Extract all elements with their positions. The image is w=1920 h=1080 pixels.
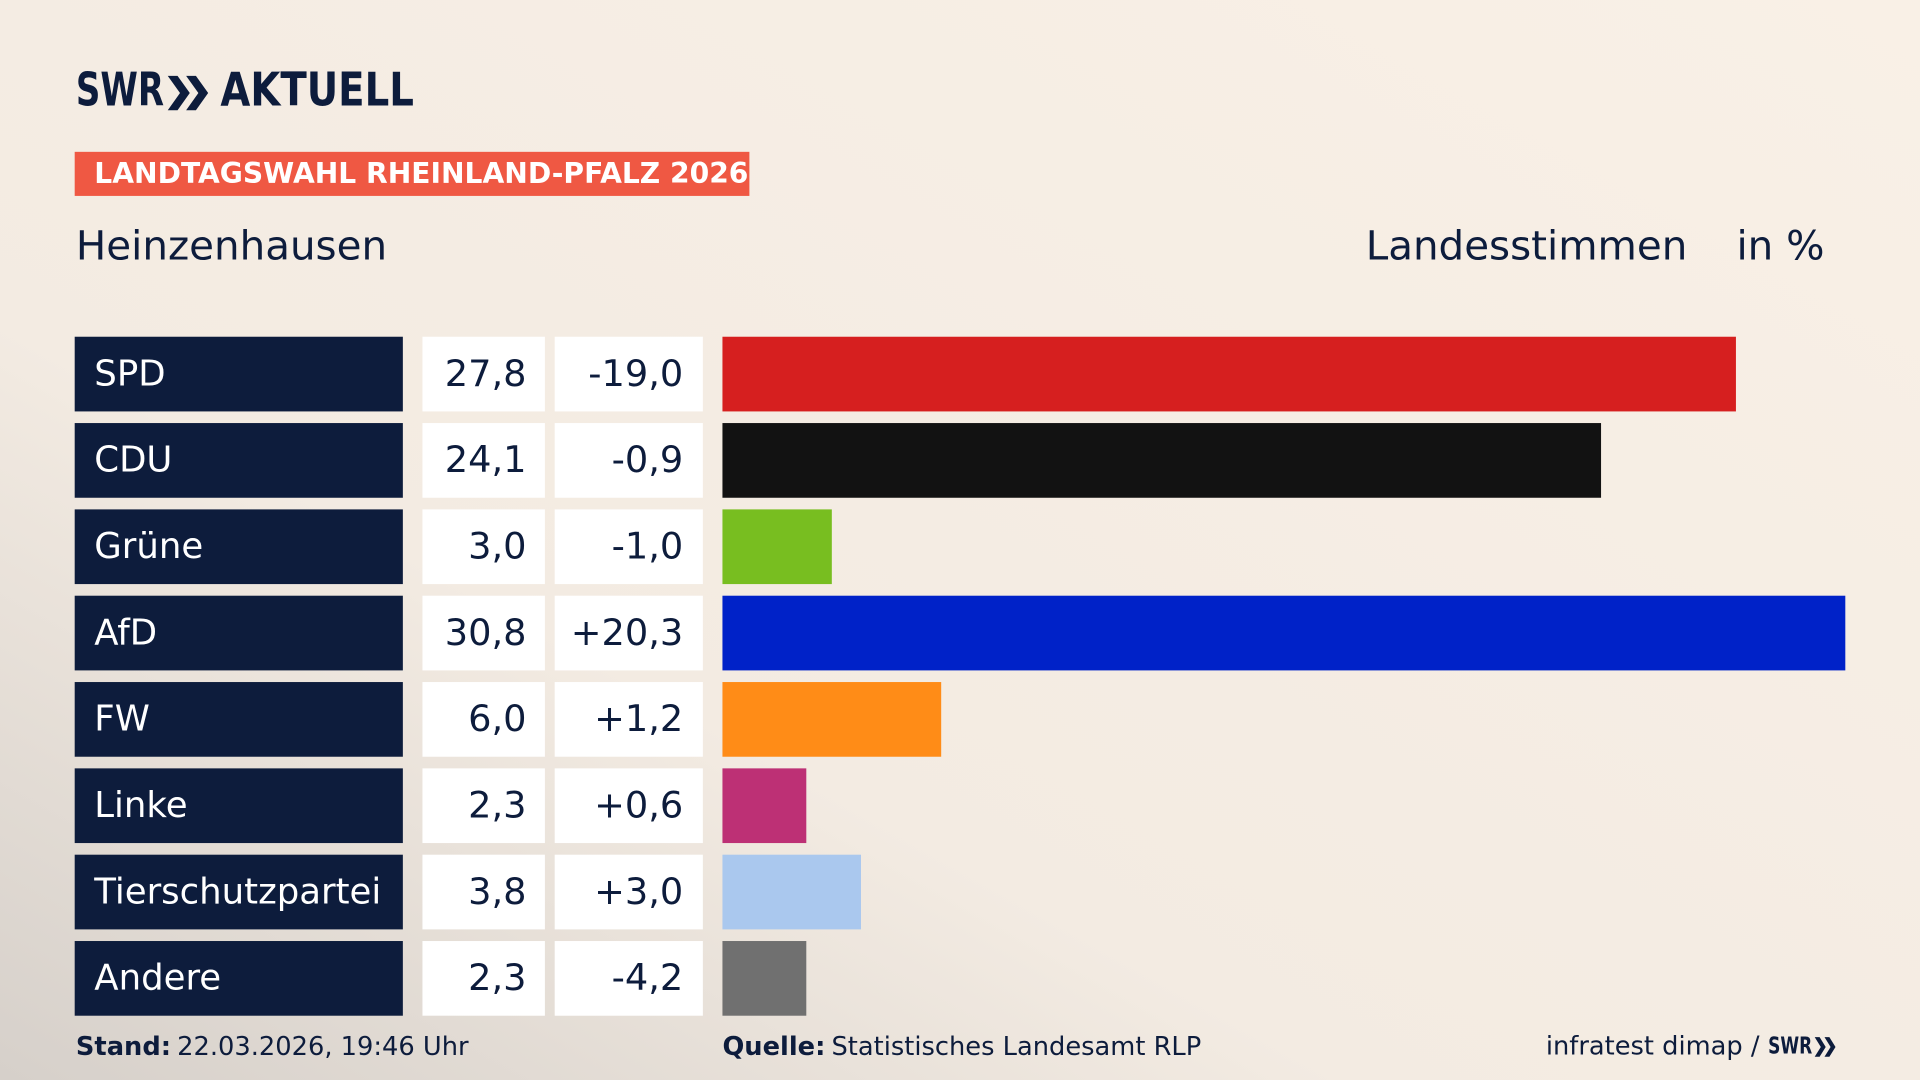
- change-label: -4,2: [612, 956, 684, 999]
- value-cell: [422, 768, 545, 844]
- name-cell: [74, 595, 403, 671]
- label: Stand:: [76, 1031, 171, 1061]
- bar: [722, 509, 832, 585]
- value-cell: [422, 336, 545, 412]
- badge-text: LANDTAGSWAHL RHEINLAND-PFALZ 2026: [94, 157, 748, 190]
- bar: [722, 595, 1846, 671]
- footer-brand: SWR: [1768, 1032, 1812, 1059]
- party-name: CDU: [94, 440, 172, 481]
- bar: [722, 854, 861, 930]
- bar: [722, 336, 1736, 412]
- change-label: -1,0: [612, 524, 684, 567]
- chevron: [186, 75, 209, 111]
- change-cell: [554, 509, 703, 585]
- value-label: 24,1: [445, 438, 527, 481]
- rows: SPD 27,8 -19,0 CDU 24,1 -0,9 Grüne 3,0 -1,0 AfD 30…: [74, 336, 1846, 1016]
- value-cell: [422, 423, 545, 498]
- value-cell: [422, 595, 545, 671]
- change-cell: [554, 423, 703, 498]
- label: Quelle:: [722, 1031, 825, 1061]
- value-label: 3,8: [468, 870, 526, 913]
- change-cell: [554, 336, 703, 412]
- logo: SWR AKTUELL: [76, 63, 414, 117]
- party-name: Andere: [94, 958, 221, 999]
- value-cell: [422, 682, 545, 757]
- bar: [722, 768, 807, 844]
- logo-name: AKTUELL: [220, 63, 413, 117]
- change-label: +1,2: [594, 697, 683, 740]
- party-name: Grüne: [94, 526, 203, 567]
- value-label: 3,0: [468, 524, 526, 567]
- bar: [722, 941, 807, 1016]
- change-label: +0,6: [594, 783, 683, 826]
- change-label: +3,0: [594, 870, 683, 913]
- name-cell: [74, 423, 403, 498]
- value: 22.03.2026, 19:46 Uhr: [177, 1031, 469, 1061]
- value-label: 2,3: [468, 956, 526, 999]
- change-cell: [554, 595, 703, 671]
- value-cell: [422, 854, 545, 930]
- name-cell: [74, 509, 403, 585]
- change-cell: [554, 941, 703, 1016]
- chevron: [167, 75, 190, 111]
- change-label: -0,9: [612, 438, 684, 481]
- value: Statistisches Landesamt RLP: [831, 1031, 1201, 1061]
- party-name: AfD: [94, 612, 157, 653]
- badge: [74, 151, 750, 196]
- change-cell: [554, 682, 703, 757]
- footer-stand: Stand: 22.03.2026, 19:46 Uhr: [76, 1031, 469, 1061]
- name-cell: [74, 682, 403, 757]
- party-name: Linke: [94, 785, 187, 826]
- name-cell: [74, 854, 403, 930]
- party-name: FW: [94, 699, 150, 740]
- value-cell: [422, 941, 545, 1016]
- value-cell: [422, 509, 545, 585]
- footer-source: Quelle: Statistisches Landesamt RLP: [722, 1031, 1201, 1061]
- change-cell: [554, 768, 703, 844]
- change-cell: [554, 854, 703, 930]
- chevron: [1824, 1037, 1836, 1057]
- chevron: [1814, 1037, 1826, 1057]
- value-label: 6,0: [468, 697, 526, 740]
- name-cell: [74, 941, 403, 1016]
- logo-brand: SWR: [76, 63, 164, 117]
- party-name: SPD: [94, 353, 165, 394]
- name-cell: [74, 336, 403, 412]
- bar: [722, 423, 1602, 498]
- value-header: Landesstimmen: [1366, 222, 1688, 270]
- subtitle: Heinzenhausen: [76, 222, 387, 270]
- bar: [722, 682, 942, 757]
- party-name: Tierschutzpartei: [93, 871, 381, 912]
- value-label: 2,3: [468, 783, 526, 826]
- change-label: +20,3: [571, 611, 684, 654]
- name-cell: [74, 768, 403, 844]
- unit: in %: [1736, 222, 1824, 270]
- footer-credit: infratest dimap /: [1546, 1031, 1760, 1061]
- value-label: 27,8: [445, 352, 527, 395]
- change-label: -19,0: [588, 352, 683, 395]
- value-label: 30,8: [445, 611, 527, 654]
